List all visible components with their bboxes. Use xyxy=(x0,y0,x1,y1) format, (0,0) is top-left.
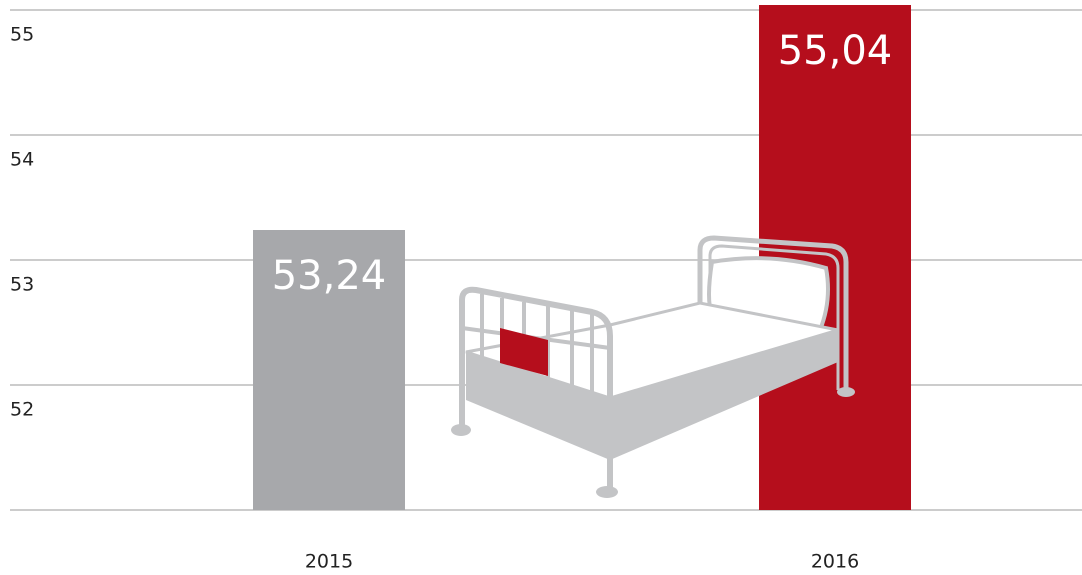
y-tick-label: 53 xyxy=(10,274,34,296)
bed-illustration xyxy=(451,235,855,498)
y-tick-label: 55 xyxy=(10,24,34,46)
y-tick-label: 54 xyxy=(10,149,34,171)
x-tick-label: 2016 xyxy=(811,551,859,573)
x-tick-label: 2015 xyxy=(305,551,353,573)
bar xyxy=(253,230,405,510)
value-label: 53,24 xyxy=(272,253,387,299)
value-label: 55,04 xyxy=(778,28,893,74)
y-tick-label: 52 xyxy=(10,399,34,421)
